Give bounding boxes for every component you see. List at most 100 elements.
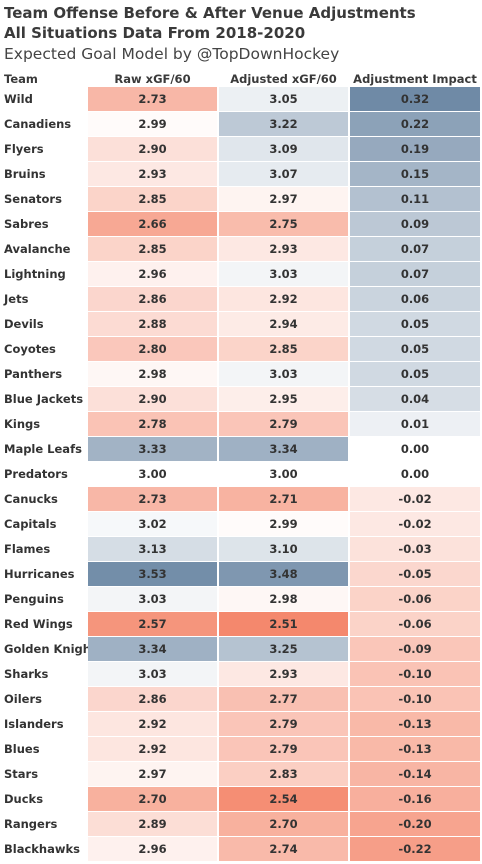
team-name-canadiens: Canadiens <box>4 112 71 137</box>
table-row: Flames 3.13 3.10 -0.03 <box>0 537 482 562</box>
team-name-bruins: Bruins <box>4 162 46 187</box>
adjustment-impact-cell: -0.09 <box>350 637 480 661</box>
adjustment-impact-cell: 0.19 <box>350 137 480 161</box>
table-row: Canucks 2.73 2.71 -0.02 <box>0 487 482 512</box>
header-team: Team <box>4 72 38 86</box>
raw-xgf-cell: 2.85 <box>88 237 217 261</box>
table-row: Maple Leafs 3.33 3.34 0.00 <box>0 437 482 462</box>
team-name-red-wings: Red Wings <box>4 612 73 637</box>
team-name-devils: Devils <box>4 312 44 337</box>
adjusted-xgf-cell: 2.83 <box>219 762 348 786</box>
table-row: Avalanche 2.85 2.93 0.07 <box>0 237 482 262</box>
adjusted-xgf-cell: 2.93 <box>219 662 348 686</box>
adjustment-impact-cell: 0.09 <box>350 212 480 236</box>
team-name-stars: Stars <box>4 762 38 787</box>
team-name-rangers: Rangers <box>4 812 57 837</box>
table-row: Golden Knights 3.34 3.25 -0.09 <box>0 637 482 662</box>
adjusted-xgf-cell: 2.70 <box>219 812 348 836</box>
team-name-panthers: Panthers <box>4 362 62 387</box>
table-row: Rangers 2.89 2.70 -0.20 <box>0 812 482 837</box>
adjusted-xgf-cell: 2.95 <box>219 387 348 411</box>
team-name-capitals: Capitals <box>4 512 56 537</box>
adjusted-xgf-cell: 3.03 <box>219 362 348 386</box>
adjusted-xgf-cell: 2.51 <box>219 612 348 636</box>
adjustment-impact-cell: 0.15 <box>350 162 480 186</box>
adjustment-impact-cell: 0.05 <box>350 362 480 386</box>
adjusted-xgf-cell: 2.85 <box>219 337 348 361</box>
raw-xgf-cell: 3.53 <box>88 562 217 586</box>
adjusted-xgf-cell: 2.54 <box>219 787 348 811</box>
adjusted-xgf-cell: 2.79 <box>219 412 348 436</box>
team-name-ducks: Ducks <box>4 787 43 812</box>
adjusted-xgf-cell: 3.03 <box>219 262 348 286</box>
adjustment-impact-cell: -0.16 <box>350 787 480 811</box>
team-name-avalanche: Avalanche <box>4 237 70 262</box>
team-name-maple-leafs: Maple Leafs <box>4 437 82 462</box>
adjusted-xgf-cell: 2.79 <box>219 737 348 761</box>
table-row: Hurricanes 3.53 3.48 -0.05 <box>0 562 482 587</box>
team-name-flyers: Flyers <box>4 137 44 162</box>
chart-title-line-2: All Situations Data From 2018-2020 <box>4 24 305 42</box>
team-name-jets: Jets <box>4 287 28 312</box>
raw-xgf-cell: 3.33 <box>88 437 217 461</box>
adjustment-impact-cell: 0.06 <box>350 287 480 311</box>
table-row: Capitals 3.02 2.99 -0.02 <box>0 512 482 537</box>
raw-xgf-cell: 3.13 <box>88 537 217 561</box>
adjusted-xgf-cell: 2.75 <box>219 212 348 236</box>
adjustment-impact-cell: -0.02 <box>350 512 480 536</box>
raw-xgf-cell: 2.96 <box>88 262 217 286</box>
raw-xgf-cell: 2.80 <box>88 337 217 361</box>
table-row: Predators 3.00 3.00 0.00 <box>0 462 482 487</box>
table-row: Kings 2.78 2.79 0.01 <box>0 412 482 437</box>
team-name-sharks: Sharks <box>4 662 48 687</box>
adjusted-xgf-cell: 3.05 <box>219 87 348 111</box>
raw-xgf-cell: 2.89 <box>88 812 217 836</box>
team-name-blackhawks: Blackhawks <box>4 837 80 862</box>
adjusted-xgf-cell: 2.97 <box>219 187 348 211</box>
raw-xgf-cell: 2.86 <box>88 287 217 311</box>
team-name-sabres: Sabres <box>4 212 49 237</box>
header-raw-xgf: Raw xGF/60 <box>88 72 217 86</box>
raw-xgf-cell: 2.78 <box>88 412 217 436</box>
table-row: Sharks 3.03 2.93 -0.10 <box>0 662 482 687</box>
table-row: Devils 2.88 2.94 0.05 <box>0 312 482 337</box>
raw-xgf-cell: 2.66 <box>88 212 217 236</box>
adjusted-xgf-cell: 2.98 <box>219 587 348 611</box>
table-row: Sabres 2.66 2.75 0.09 <box>0 212 482 237</box>
table-row: Canadiens 2.99 3.22 0.22 <box>0 112 482 137</box>
table-row: Flyers 2.90 3.09 0.19 <box>0 137 482 162</box>
adjusted-xgf-cell: 2.92 <box>219 287 348 311</box>
adjustment-impact-cell: 0.22 <box>350 112 480 136</box>
table-row: Senators 2.85 2.97 0.11 <box>0 187 482 212</box>
adjustment-impact-cell: -0.13 <box>350 712 480 736</box>
table-row: Blackhawks 2.96 2.74 -0.22 <box>0 837 482 862</box>
team-name-kings: Kings <box>4 412 40 437</box>
raw-xgf-cell: 3.03 <box>88 587 217 611</box>
team-name-canucks: Canucks <box>4 487 58 512</box>
adjustment-impact-cell: 0.07 <box>350 237 480 261</box>
team-name-senators: Senators <box>4 187 62 212</box>
raw-xgf-cell: 3.34 <box>88 637 217 661</box>
table-row: Blue Jackets 2.90 2.95 0.04 <box>0 387 482 412</box>
adjusted-xgf-cell: 3.09 <box>219 137 348 161</box>
raw-xgf-cell: 2.73 <box>88 87 217 111</box>
adjustment-impact-cell: -0.20 <box>350 812 480 836</box>
raw-xgf-cell: 2.88 <box>88 312 217 336</box>
table-row: Blues 2.92 2.79 -0.13 <box>0 737 482 762</box>
adjustment-impact-cell: -0.13 <box>350 737 480 761</box>
raw-xgf-cell: 2.70 <box>88 787 217 811</box>
team-name-hurricanes: Hurricanes <box>4 562 75 587</box>
raw-xgf-cell: 3.00 <box>88 462 217 486</box>
table-row: Bruins 2.93 3.07 0.15 <box>0 162 482 187</box>
raw-xgf-cell: 2.57 <box>88 612 217 636</box>
adjusted-xgf-cell: 2.94 <box>219 312 348 336</box>
adjusted-xgf-cell: 3.07 <box>219 162 348 186</box>
raw-xgf-cell: 2.98 <box>88 362 217 386</box>
raw-xgf-cell: 2.85 <box>88 187 217 211</box>
team-name-blue-jackets: Blue Jackets <box>4 387 83 412</box>
table-row: Oilers 2.86 2.77 -0.10 <box>0 687 482 712</box>
adjusted-xgf-cell: 3.10 <box>219 537 348 561</box>
chart-subtitle: Expected Goal Model by @TopDownHockey <box>4 45 339 63</box>
adjustment-impact-cell: -0.02 <box>350 487 480 511</box>
adjusted-xgf-cell: 3.00 <box>219 462 348 486</box>
